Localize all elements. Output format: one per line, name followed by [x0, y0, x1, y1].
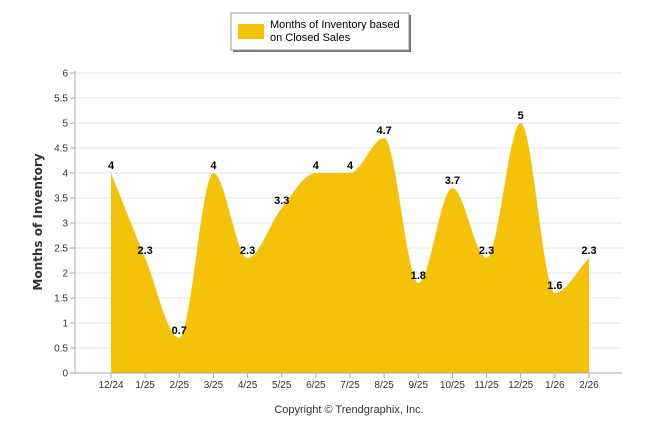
legend: Months of Inventory based on Closed Sale…: [230, 12, 411, 52]
y-tick-label: 4.5: [54, 144, 68, 155]
x-tick-label: 12/25: [508, 380, 533, 391]
x-tick-label: 1/26: [545, 380, 565, 391]
area-series-fill: [111, 123, 589, 373]
data-label: 5: [518, 110, 524, 122]
y-tick-label: 1.5: [54, 294, 68, 305]
data-label: 4: [347, 160, 354, 172]
data-label: 4: [210, 160, 217, 172]
data-label: 4: [108, 160, 115, 172]
axes: [74, 71, 622, 374]
y-tick-label: 3.5: [54, 194, 68, 205]
x-axis-ticks: 12/24 1/25 2/25 3/25 4/25 5/25 6/25 7/25 8/25 9/2…: [98, 373, 599, 391]
y-tick-label: 4: [62, 169, 68, 180]
y-tick-label: 6: [62, 69, 68, 80]
data-label: 1.8: [411, 270, 426, 282]
legend-swatch: [238, 24, 264, 39]
x-tick-label: 2/25: [170, 380, 190, 391]
x-tick-label: 5/25: [272, 380, 292, 391]
x-tick-label: 3/25: [204, 380, 224, 391]
data-label: 2.3: [137, 245, 152, 257]
y-axis-label: Months of Inventory: [31, 153, 45, 290]
y-tick-label: 5.5: [54, 94, 68, 105]
x-tick-label: 1/25: [135, 380, 155, 391]
legend-label-line1: Months of Inventory based: [270, 19, 400, 31]
y-tick-label: 2: [62, 269, 68, 280]
copyright-text: Copyright © Trendgraphix, Inc.: [274, 404, 423, 416]
data-label: 2.3: [479, 245, 494, 257]
y-tick-label: 0.5: [54, 344, 68, 355]
x-tick-label: 4/25: [238, 380, 258, 391]
x-tick-label: 8/25: [374, 380, 394, 391]
x-tick-label: 9/25: [409, 380, 429, 391]
y-axis-ticks: 0 0.5 1 1.5 2 2.5 3 3.5 4 4.5 5 5.5 6: [54, 69, 75, 380]
y-tick-label: 1: [62, 319, 68, 330]
y-tick-label: 3: [62, 219, 68, 230]
data-label: 1.6: [547, 280, 562, 292]
x-tick-label: 7/25: [340, 380, 360, 391]
data-labels: 4 2.3 0.7 4 2.3 3.3 4 4 4.7 1.8 3.7 2.3 5 1.6 2.3: [108, 110, 597, 337]
data-label: 4: [313, 160, 320, 172]
y-tick-label: 2.5: [54, 244, 68, 255]
data-label: 3.3: [274, 195, 289, 207]
x-tick-label: 6/25: [306, 380, 326, 391]
data-label: 2.3: [240, 245, 255, 257]
x-tick-label: 11/25: [474, 380, 499, 391]
x-tick-label: 12/24: [98, 380, 123, 391]
data-label: 0.7: [172, 325, 187, 337]
data-label: 3.7: [445, 175, 460, 187]
x-tick-label: 2/26: [579, 380, 599, 391]
data-label: 2.3: [581, 245, 596, 257]
y-tick-label: 5: [62, 119, 68, 130]
legend-label-line2: on Closed Sales: [270, 32, 351, 44]
x-tick-label: 10/25: [440, 380, 465, 391]
data-label: 4.7: [376, 125, 391, 137]
y-tick-label: 0: [62, 369, 68, 380]
